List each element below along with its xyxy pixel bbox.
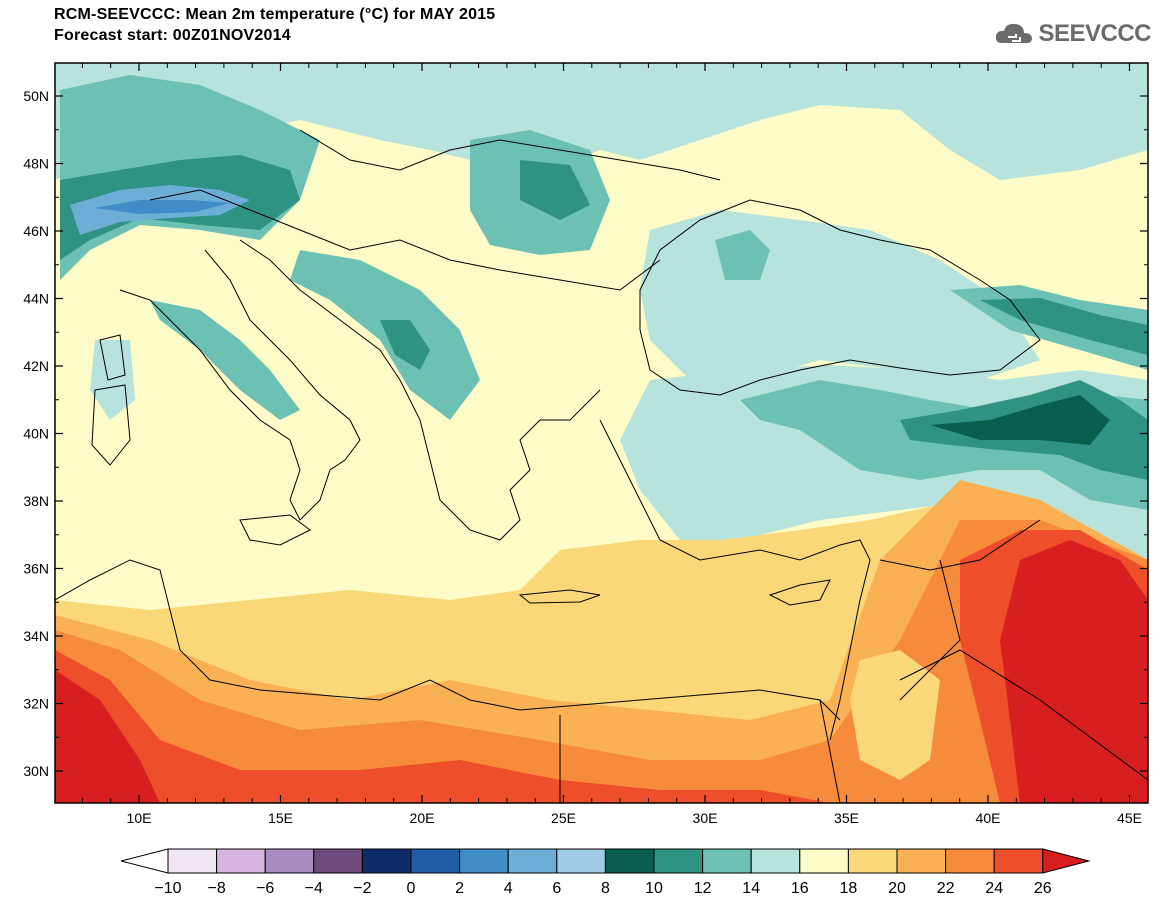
colorbar-swatch: [361, 848, 412, 874]
forecast-start-label: Forecast start: 00Z01NOV2014: [54, 27, 291, 44]
colorbar-label: 8: [601, 880, 610, 897]
field-sardinia-teal: [90, 340, 135, 420]
colorbar-swatch: [750, 848, 801, 874]
coastlines: [55, 129, 1148, 803]
temperature-field: [55, 63, 1148, 803]
colorbar-swatch: [459, 848, 509, 874]
lat-label: 34N: [23, 628, 49, 644]
colorbar-swatch: [847, 848, 898, 874]
field-caucasus-dark: [980, 298, 1148, 355]
colorbar: −10 −8 −6 −4 −2 0 2 4 6 8 10 12 14 16 18 20 22 24 26: [120, 848, 1091, 897]
colorbar-label: −2: [353, 880, 371, 897]
seevccc-logo: SEEVCCC: [994, 20, 1151, 48]
lat-label: 40N: [23, 426, 49, 442]
colorbar-swatch: [556, 848, 606, 874]
colorbar-label: 10: [645, 880, 663, 897]
field-alps-darkblue: [95, 200, 230, 214]
colorbar-swatch: [653, 848, 704, 874]
colorbar-swatch: [993, 848, 1044, 874]
lon-label: 45E: [1117, 810, 1142, 826]
colorbar-label: −6: [256, 880, 274, 897]
latitude-axis: 50N 48N 46N 44N 42N 40N 38N 36N 34N 32N 30N: [23, 88, 1148, 779]
colorbar-label: 2: [455, 880, 464, 897]
colorbar-label: 20: [888, 880, 906, 897]
coast-black-sea: [639, 199, 1041, 396]
lon-label: 10E: [127, 810, 152, 826]
colorbar-label: 26: [1034, 880, 1052, 897]
colorbar-label: 18: [840, 880, 858, 897]
field-east-red: [1000, 540, 1148, 803]
lat-label: 36N: [23, 561, 49, 577]
colorbar-swatch: [945, 848, 995, 874]
colorbar-low-arrow: [120, 848, 169, 874]
border-europe-2: [299, 129, 721, 181]
lon-label: 30E: [693, 810, 718, 826]
border-middle-east: [879, 519, 1148, 781]
lon-label: 15E: [268, 810, 293, 826]
border-europe: [149, 189, 661, 291]
lat-label: 50N: [23, 88, 49, 104]
lon-label: 25E: [551, 810, 576, 826]
coast-adriatic: [239, 239, 601, 541]
field-carpathians-dark: [520, 160, 590, 220]
colorbar-swatch: [216, 848, 266, 874]
colorbar-swatch: [313, 848, 363, 874]
lat-label: 42N: [23, 358, 49, 374]
colorbar-label: 6: [552, 880, 561, 897]
field-north-cool: [55, 63, 1148, 180]
colorbar-swatch: [604, 848, 655, 874]
field-balkans: [290, 250, 480, 420]
coast-sardinia: [91, 384, 131, 466]
coast-north-africa: [55, 559, 841, 721]
colorbar-label: 16: [791, 880, 809, 897]
field-italy-teal: [150, 300, 300, 420]
field-east-turkey-darkest: [930, 395, 1110, 445]
colorbar-label: 24: [985, 880, 1003, 897]
field-west-red: [55, 670, 160, 803]
colorbar-swatch: [167, 848, 218, 874]
field-black-sea-teal: [715, 230, 770, 280]
lat-label: 46N: [23, 223, 49, 239]
coast-sicily: [239, 514, 311, 546]
field-balkans-dark: [380, 320, 430, 370]
colorbar-swatch: [799, 848, 849, 874]
lon-label: 20E: [410, 810, 435, 826]
lat-label: 44N: [23, 291, 49, 307]
lat-label: 30N: [23, 763, 49, 779]
lat-label: 38N: [23, 493, 49, 509]
lat-label: 48N: [23, 156, 49, 172]
colorbar-high-arrow: [1042, 848, 1091, 874]
colorbar-label: 12: [694, 880, 712, 897]
colorbar-swatch: [702, 848, 752, 874]
longitude-axis: 10E 15E 20E 25E 30E 35E 40E 45E: [81, 63, 1142, 826]
colorbar-swatch: [410, 848, 461, 874]
lat-label: 32N: [23, 696, 49, 712]
colorbar-label: −8: [207, 880, 225, 897]
colorbar-swatch: [264, 848, 315, 874]
colorbar-label: 22: [937, 880, 955, 897]
colorbar-swatch: [896, 848, 947, 874]
cloud-icon: [996, 23, 1033, 44]
colorbar-label: −10: [154, 880, 181, 897]
colorbar-label: 4: [504, 880, 513, 897]
colorbar-label: 0: [407, 880, 416, 897]
coast-italy: [119, 249, 361, 521]
coast-cyprus: [768, 579, 831, 606]
border-egypt-libya: [559, 699, 841, 803]
coast-anatolia-south: [599, 419, 871, 741]
lon-label: 40E: [976, 810, 1001, 826]
colorbar-swatch: [507, 848, 558, 874]
coast-corsica: [99, 334, 126, 381]
coast-crete: [518, 589, 601, 604]
colorbar-label: −4: [305, 880, 323, 897]
lon-label: 35E: [834, 810, 859, 826]
colorbar-label: 14: [742, 880, 760, 897]
logo-text: SEEVCCC: [1038, 20, 1151, 47]
map-title: RCM-SEEVCCC: Mean 2m temperature (°C) fo…: [54, 6, 496, 23]
